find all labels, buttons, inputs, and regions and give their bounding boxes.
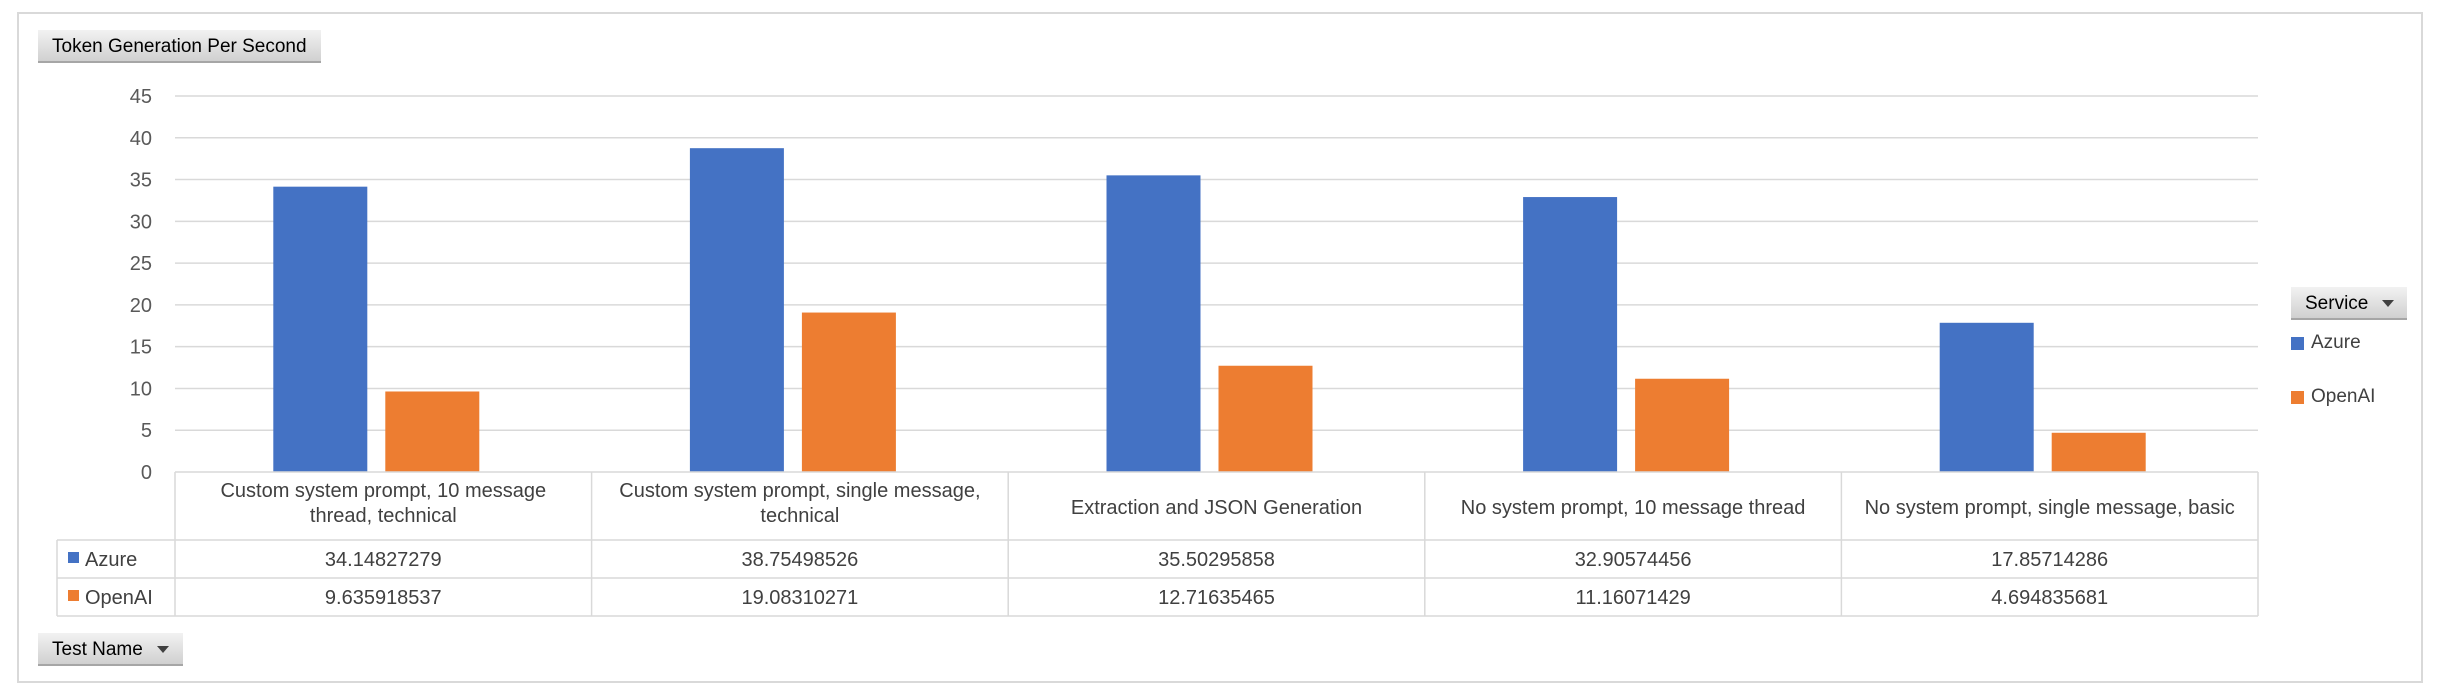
legend-label-azure: Azure	[2311, 332, 2361, 353]
table-value: 12.71635465	[1158, 587, 1275, 609]
y-tick-label: 5	[141, 420, 152, 442]
service-filter-label: Service	[2305, 293, 2369, 314]
bar-openai	[801, 312, 896, 472]
value-field-button[interactable]: Token Generation Per Second	[38, 30, 321, 63]
legend-item-openai: OpenAI	[2291, 380, 2407, 414]
category-label: Extraction and JSON Generation	[1071, 497, 1362, 519]
table-value: 19.08310271	[742, 587, 859, 609]
service-filter-button[interactable]: Service	[2291, 287, 2407, 320]
bar-openai	[1635, 378, 1730, 472]
row-field-button[interactable]: Test Name	[38, 633, 183, 666]
legend: Service Azure OpenAI	[2291, 287, 2407, 414]
category-label: Custom system prompt, 10 message	[220, 480, 546, 502]
y-tick-label: 10	[130, 378, 152, 400]
table-value: 17.85714286	[1991, 549, 2108, 571]
category-label: technical	[760, 505, 839, 527]
legend-swatch-openai	[2291, 390, 2304, 404]
table-series-label: OpenAI	[85, 587, 153, 609]
y-tick-label: 35	[130, 170, 152, 192]
y-tick-label: 0	[141, 462, 152, 484]
dropdown-arrow-icon	[156, 646, 169, 654]
bar-azure	[1106, 175, 1201, 472]
table-value: 32.90574456	[1575, 549, 1692, 571]
bar-azure	[689, 148, 784, 472]
table-value: 4.694835681	[1991, 587, 2108, 609]
category-label: Custom system prompt, single message,	[619, 480, 980, 502]
y-tick-label: 25	[130, 253, 152, 275]
table-value: 9.635918537	[325, 587, 442, 609]
bar-azure	[1939, 322, 2034, 472]
table-value: 11.16071429	[1575, 587, 1690, 609]
value-field-label: Token Generation Per Second	[52, 36, 307, 57]
legend-swatch-azure	[2291, 336, 2304, 350]
bar-azure	[1523, 197, 1618, 472]
y-tick-label: 30	[130, 211, 152, 233]
y-tick-label: 45	[130, 86, 152, 108]
category-label: No system prompt, single message, basic	[1865, 497, 2235, 519]
y-tick-label: 20	[130, 295, 152, 317]
bar-openai	[1218, 365, 1313, 472]
table-legend-key-azure	[68, 552, 79, 563]
y-tick-label: 40	[130, 128, 152, 150]
table-value: 34.14827279	[325, 549, 442, 571]
row-field-label: Test Name	[52, 639, 143, 660]
table-series-label: Azure	[85, 549, 137, 571]
dropdown-arrow-icon	[2382, 300, 2395, 308]
table-value: 35.50295858	[1158, 549, 1275, 571]
bar-openai	[385, 391, 480, 472]
bar-azure	[273, 186, 368, 472]
table-value: 38.75498526	[742, 549, 859, 571]
category-label: thread, technical	[310, 505, 457, 527]
legend-label-openai: OpenAI	[2311, 386, 2376, 407]
table-legend-key-openai	[68, 590, 79, 601]
category-label: No system prompt, 10 message thread	[1461, 497, 1806, 519]
legend-item-azure: Azure	[2291, 326, 2407, 360]
y-tick-label: 15	[130, 337, 152, 359]
bar-openai	[2051, 432, 2146, 472]
